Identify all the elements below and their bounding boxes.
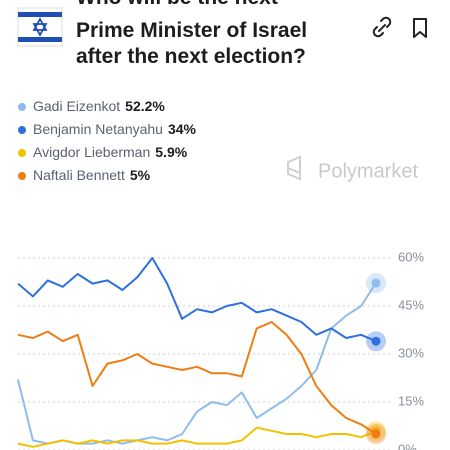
- series-line: [17, 426, 377, 448]
- watermark: Polymarket: [287, 155, 418, 182]
- legend-name: Naftali Bennett: [33, 167, 125, 183]
- link-button[interactable]: [372, 16, 392, 38]
- legend-name: Gadi Eizenkot: [33, 98, 120, 114]
- legend-entry: Gadi Eizenkot 52.2%: [33, 98, 165, 114]
- bookmark-button[interactable]: [413, 18, 427, 38]
- title-line: after the next election?: [76, 45, 306, 68]
- y-tick-label: 60%: [398, 249, 424, 264]
- series-line: [17, 321, 377, 435]
- legend-entry: Avigdor Lieberman 5.9%: [33, 144, 188, 160]
- end-dot: [371, 429, 381, 439]
- series-line: [17, 282, 377, 445]
- end-dot: [371, 336, 381, 346]
- y-tick-label: 30%: [398, 345, 424, 360]
- series-line: [17, 257, 377, 343]
- legend-name: Benjamin Netanyahu: [33, 121, 163, 137]
- legend-name: Avigdor Lieberman: [33, 144, 150, 160]
- title-line: Who will be the next: [76, 0, 278, 9]
- y-tick-label: 45%: [398, 297, 424, 312]
- legend-entry: Benjamin Netanyahu 34%: [33, 121, 197, 137]
- legend-dot: [18, 103, 26, 111]
- legend-entry: Naftali Bennett 5%: [33, 167, 151, 183]
- y-tick-label: 15%: [398, 393, 424, 408]
- legend-value: 5.9%: [155, 144, 187, 160]
- end-dot: [371, 278, 381, 288]
- legend-dot: [18, 172, 26, 180]
- watermark-text: Polymarket: [318, 160, 418, 182]
- legend-dot: [18, 149, 26, 157]
- y-tick-label: 0%: [398, 441, 417, 450]
- legend-dot: [18, 126, 26, 134]
- legend-value: 34%: [168, 121, 197, 137]
- title-line: Prime Minister of Israel: [76, 19, 307, 42]
- legend-value: 52.2%: [125, 98, 165, 114]
- israel-flag: [17, 7, 63, 47]
- legend-value: 5%: [130, 167, 151, 183]
